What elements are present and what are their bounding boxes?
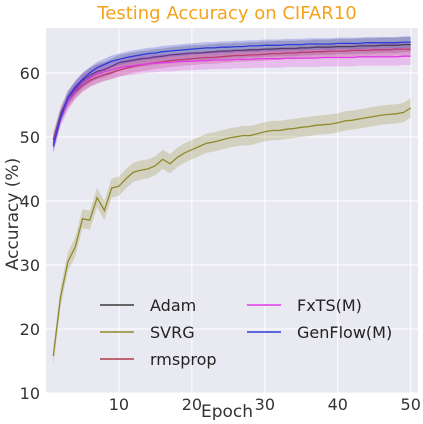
legend-label-svrg: SVRG — [150, 323, 195, 342]
x-tick-label: 40 — [328, 395, 348, 414]
series-band-genflow-m — [53, 36, 411, 153]
legend-label-rmsprop: rmsprop — [150, 350, 217, 369]
y-axis-label: Accuracy (%) — [3, 158, 23, 270]
grid — [46, 28, 418, 394]
series-band-svrg — [53, 98, 411, 366]
x-tick-label: 30 — [255, 395, 275, 414]
series-line-svrg — [52, 107, 412, 356]
legend-label-fxts-m: FxTS(M) — [297, 296, 362, 315]
series-band-fxts-m — [53, 47, 411, 154]
legend: Adam SVRG rmsprop FxTS(M) GenFlow(M) — [100, 296, 392, 369]
x-tick-label: 10 — [109, 395, 129, 414]
legend-label-genflow-m: GenFlow(M) — [297, 323, 392, 342]
series-group — [52, 36, 412, 366]
y-tick-label: 20 — [20, 320, 40, 339]
chart-title: Testing Accuracy on CIFAR10 — [96, 3, 356, 24]
series-line-fxts-m — [52, 55, 411, 145]
y-tick-label: 60 — [20, 64, 40, 83]
x-tick-label: 20 — [182, 395, 202, 414]
y-tick-label: 40 — [20, 192, 40, 211]
series-band-rmsprop — [53, 42, 411, 150]
series-line-genflow-m — [52, 41, 411, 147]
y-tick-label: 30 — [20, 256, 40, 275]
y-tick-label: 10 — [20, 384, 40, 403]
x-axis-label: Epoch — [201, 402, 253, 420]
series-line-rmsprop — [52, 48, 411, 144]
y-tick-label: 50 — [20, 128, 40, 147]
legend-label-adam: Adam — [150, 296, 196, 315]
x-tick-label: 50 — [401, 395, 421, 414]
series-line-adam — [52, 43, 411, 141]
plot-area: Adam SVRG rmsprop FxTS(M) GenFlow(M) — [46, 28, 418, 394]
